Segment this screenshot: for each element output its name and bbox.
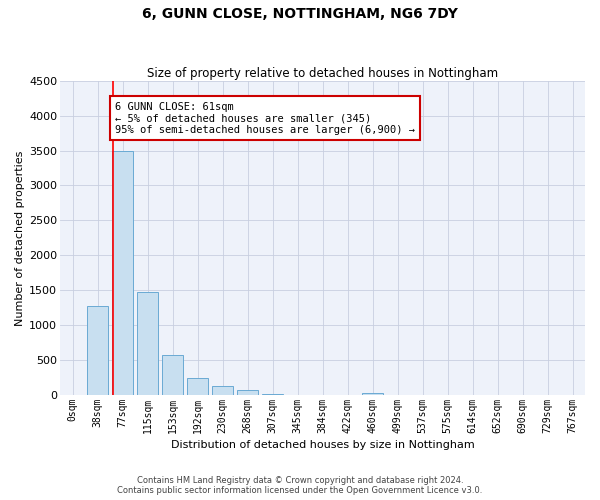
Bar — [262, 394, 283, 395]
X-axis label: Distribution of detached houses by size in Nottingham: Distribution of detached houses by size … — [170, 440, 475, 450]
Bar — [162, 355, 183, 395]
Bar — [362, 394, 383, 395]
Title: Size of property relative to detached houses in Nottingham: Size of property relative to detached ho… — [147, 66, 498, 80]
Text: Contains HM Land Registry data © Crown copyright and database right 2024.
Contai: Contains HM Land Registry data © Crown c… — [118, 476, 482, 495]
Bar — [212, 386, 233, 395]
Text: 6, GUNN CLOSE, NOTTINGHAM, NG6 7DY: 6, GUNN CLOSE, NOTTINGHAM, NG6 7DY — [142, 8, 458, 22]
Bar — [187, 378, 208, 395]
Bar — [137, 292, 158, 395]
Text: 6 GUNN CLOSE: 61sqm
← 5% of detached houses are smaller (345)
95% of semi-detach: 6 GUNN CLOSE: 61sqm ← 5% of detached hou… — [115, 102, 415, 135]
Bar — [112, 150, 133, 395]
Bar — [237, 390, 258, 395]
Bar — [87, 306, 108, 395]
Y-axis label: Number of detached properties: Number of detached properties — [15, 150, 25, 326]
